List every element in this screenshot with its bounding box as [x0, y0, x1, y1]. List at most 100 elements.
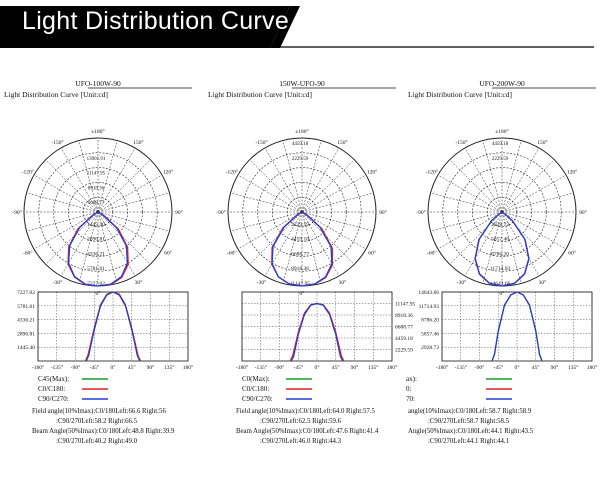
polar-ring-label: 2229.59: [492, 157, 509, 162]
polar-spoke: [230, 211, 303, 232]
chart-model-title: UFO-200W-90: [479, 79, 525, 88]
polar-angle-label: 120°: [567, 169, 577, 176]
x-tick-label: -180°: [32, 364, 44, 371]
x-tick-label: 90°: [351, 364, 359, 371]
angle-note: :C90/270Left:58.7 Right:58.5: [428, 418, 510, 425]
polar-spoke: [437, 211, 503, 250]
polar-angle-label: 30°: [135, 279, 143, 286]
polar-angle-label: -150°: [51, 139, 63, 146]
polar-spoke: [482, 211, 503, 284]
polar-spoke: [97, 192, 170, 213]
angle-note: :C90/270Left:46.0 Right:44.3: [260, 438, 342, 445]
angle-note: Beam Angle(50%Imax):C0/180Left:48.8 Righ…: [32, 428, 175, 435]
polar-series-c90c270: [474, 211, 530, 287]
x-tick-label: -135°: [255, 364, 267, 371]
polar-ring-label: 6688.77: [88, 201, 105, 206]
polar-radius-label: 8918.36: [291, 266, 309, 272]
legend-label: C0(Max):: [242, 375, 270, 383]
polar-spoke: [301, 211, 374, 232]
polar-spoke: [301, 211, 355, 265]
polar-spoke: [33, 211, 99, 250]
polar-spoke: [97, 159, 151, 213]
legend-label: C45(Max):: [38, 375, 69, 383]
y-tick-label: 7227.02: [17, 290, 35, 296]
x-tick-label: 0°: [315, 364, 320, 371]
polar-spoke: [60, 147, 99, 213]
y-tick-label: 5857.46: [421, 331, 439, 337]
x-tick-label: -90°: [475, 364, 485, 371]
polar-spoke: [237, 174, 303, 213]
polar-spoke: [282, 211, 303, 284]
polar-spoke: [301, 159, 355, 213]
polar-angle-label: 0°: [300, 290, 305, 297]
polar-spoke: [78, 140, 99, 213]
polar-angle-label: 90°: [579, 209, 587, 216]
banner-tip: [270, 6, 300, 48]
x-tick-label: 45°: [532, 364, 540, 371]
polar-plot: ±180° -150° 150° -120° 120° -90° 90° -60° 60° -30…: [12, 128, 183, 297]
y-tick-label: 14643.66: [418, 290, 439, 296]
polar-ring-label: 8918.36: [88, 186, 105, 191]
polar-angle-label: 150°: [537, 139, 547, 146]
polar-spoke: [97, 211, 163, 250]
polar-radius-label: 5857.46: [491, 237, 509, 243]
polar-angle-label: -30°: [257, 279, 267, 286]
x-tick-label: 135°: [164, 364, 174, 371]
legend-label: C0/C180:: [38, 385, 65, 393]
polar-spoke: [97, 174, 163, 213]
polar-spoke: [501, 174, 567, 213]
polar-ring: [257, 167, 347, 257]
polar-radius-label: 4459.18: [291, 237, 309, 243]
polar-angle-label: -150°: [255, 139, 267, 146]
notes: Field angle(10%Imax):C0/180Left:64.0 Rig…: [236, 408, 379, 445]
y-tick-label: 8786.20: [421, 318, 439, 324]
legend: C45(Max): C0/C180: C90/C270:: [38, 375, 108, 403]
angle-note: Field angle(10%Imax):C0/180Left:66.6 Rig…: [32, 408, 166, 415]
polar-ring: [242, 152, 362, 272]
polar-spoke: [501, 147, 540, 213]
polar-angle-label: -90°: [216, 209, 226, 216]
chart-panel-1: UFO-100W-90 Light Distribution Curve [Uni…: [4, 79, 193, 445]
x-tick-label: 0°: [111, 364, 116, 371]
polar-radius-label: 14643.66: [490, 281, 511, 287]
polar-angle-label: -120°: [226, 169, 238, 176]
x-tick-label: -90°: [275, 364, 285, 371]
angle-note: angle(10%Imax):C0/180Left:58.7 Right:58.…: [408, 408, 532, 415]
polar-angle-label: 30°: [539, 279, 547, 286]
polar-spoke: [501, 211, 540, 277]
polar-angle-label: 150°: [133, 139, 143, 146]
notes: Field angle(10%Imax):C0/180Left:66.6 Rig…: [32, 408, 175, 445]
legend: C0(Max): C0/C180: C90/C270:: [242, 375, 312, 403]
polar-ring-label: 13901.91: [87, 157, 106, 162]
chart-panel-3: UFO-200W-90 Light Distribution Curve [Uni…: [406, 79, 597, 445]
angle-note: Angle(50%Imax):C0/180Left:44.1 Right:43.…: [408, 428, 534, 435]
polar-angle-label: 0°: [96, 290, 101, 297]
polar-angle-label: 60°: [368, 250, 376, 257]
y-tick-label: 8918.36: [395, 313, 413, 319]
polar-angle-label: -90°: [416, 209, 426, 216]
chart-subtitle: Light Distribution Curve [Unit:cd]: [4, 90, 108, 99]
polar-spoke: [501, 211, 567, 250]
polar-spoke: [464, 147, 503, 213]
x-tick-label: -135°: [455, 364, 467, 371]
polar-spoke: [501, 192, 574, 213]
polar-ring-label: 2229.59: [292, 157, 309, 162]
angle-note: Field angle(10%Imax):C0/180Left:64.0 Rig…: [236, 408, 376, 415]
polar-ring: [53, 167, 143, 257]
legend-label: C0/C180:: [242, 385, 269, 393]
polar-angle-label: -60°: [227, 250, 237, 257]
polar-spoke: [97, 211, 170, 232]
polar-spoke: [301, 140, 322, 213]
linear-plot: -180° -135° -90° -45° 0° 45° 90° 135° 180° 14643.…: [418, 290, 597, 371]
polar-radius-label: 11147.95: [290, 281, 310, 287]
chart-panel-2: 150W-UFO-90 Light Distribution Curve [Uni…: [208, 79, 415, 445]
y-tick-label: 6688.77: [395, 325, 413, 331]
polar-spoke: [45, 211, 99, 265]
polar-angle-label: 60°: [568, 250, 576, 257]
x-tick-label: -45°: [493, 364, 503, 371]
polar-angle-label: ±180°: [295, 128, 308, 135]
angle-note: Beam Angle(50%Imax):C0/180Left:47.6 Righ…: [236, 428, 379, 435]
linear-series-c90c270: [85, 291, 141, 362]
angle-note: :C90/270Left:44.1 Right:44.1: [428, 438, 509, 445]
polar-spoke: [449, 159, 503, 213]
